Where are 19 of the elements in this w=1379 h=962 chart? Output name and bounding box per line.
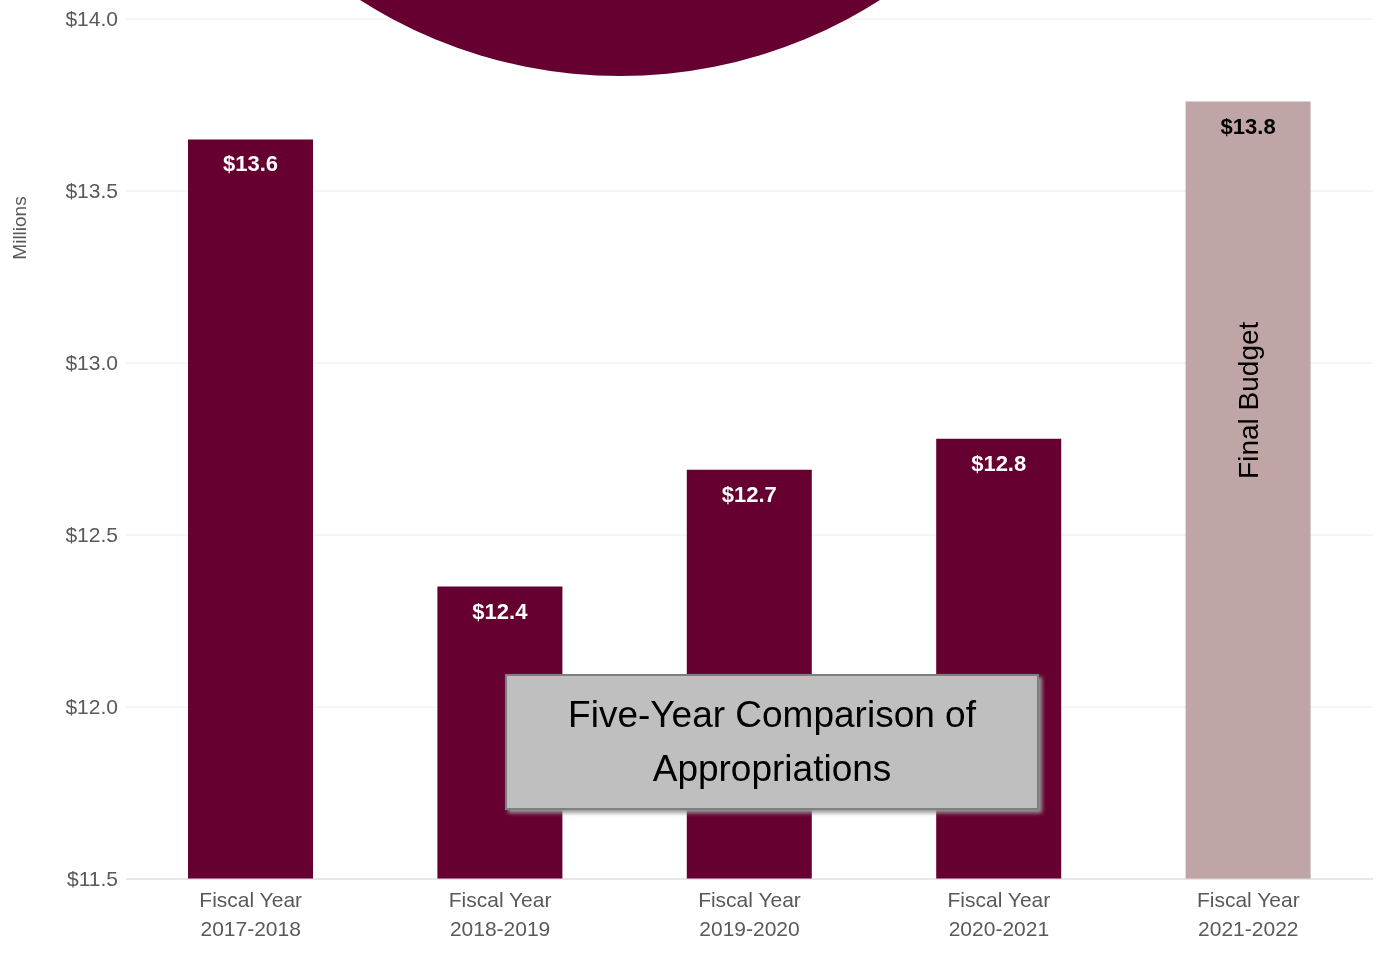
data-label: $12.7 xyxy=(721,481,777,507)
annotation: Final Budget xyxy=(1233,321,1265,479)
y-tick-label: $12.5 xyxy=(65,523,118,547)
y-tick-label: $13.0 xyxy=(65,351,118,375)
x-tick-label: Fiscal Year 2019-2020 xyxy=(698,888,801,940)
x-tick-label: Fiscal Year 2018-2019 xyxy=(448,888,552,940)
x-tick-label: Fiscal Year 2017-2018 xyxy=(199,888,303,940)
x-tick-label: Fiscal Year 2021-2022 xyxy=(1196,888,1300,940)
y-axis-title: Millions xyxy=(9,196,30,260)
data-label: $12.4 xyxy=(472,598,529,624)
y-tick-label: $12.0 xyxy=(65,695,118,719)
x-tick-label: Fiscal Year 2020-2021 xyxy=(947,888,1051,940)
data-label: $13.8 xyxy=(1220,113,1276,139)
data-label: $13.6 xyxy=(222,151,279,177)
y-tick-label: $11.5 xyxy=(67,867,118,891)
title-box: Five-Year Comparison of Appropriations xyxy=(505,674,1039,810)
y-tick-label: $14.0 xyxy=(65,7,118,31)
data-label: $12.8 xyxy=(971,450,1027,476)
y-tick-label: $13.5 xyxy=(65,179,118,203)
